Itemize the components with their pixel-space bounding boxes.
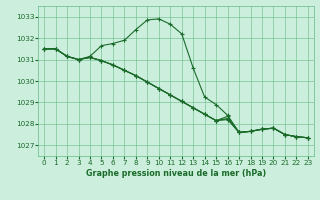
X-axis label: Graphe pression niveau de la mer (hPa): Graphe pression niveau de la mer (hPa): [86, 169, 266, 178]
